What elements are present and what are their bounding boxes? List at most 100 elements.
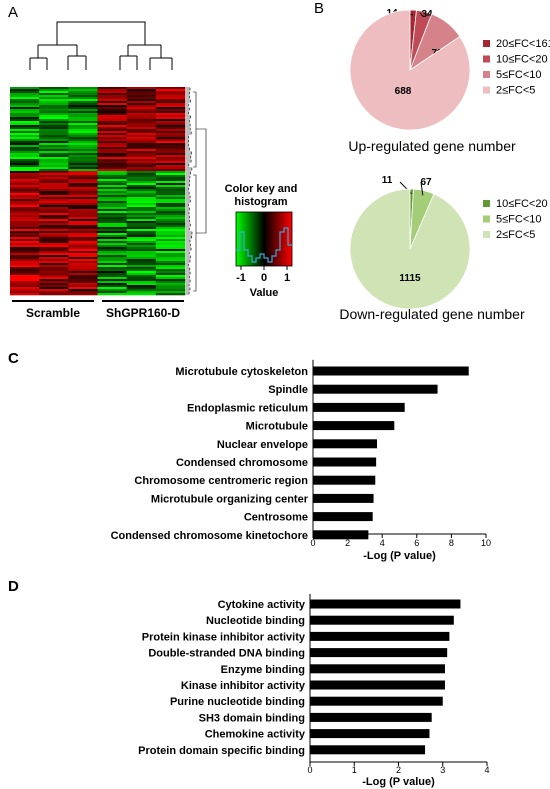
heatmap-cell [126,223,157,226]
heatmap-cell [97,135,127,138]
heatmap-cell [126,111,157,114]
heatmap-cell [39,151,69,154]
x-tick-label: 4 [380,538,385,548]
heatmap-cell [97,89,127,92]
color-key-axis-label: Value [250,287,279,299]
heatmap-cell [155,157,186,160]
heatmap-cell [39,249,69,252]
heatmap-cell [10,263,40,266]
heatmap-cell [155,181,186,184]
heatmap-cell [10,285,40,288]
heatmap-cell [126,155,157,158]
heatmap-cell [155,159,186,162]
heatmap-cell [10,233,40,236]
category-label: Microtubule [246,421,308,433]
heatmap-cell [10,243,40,246]
heatmap-cell [97,225,127,228]
heatmap-cell [155,115,186,118]
heatmap-cell [155,225,186,228]
heatmap-cell [97,237,127,240]
heatmap-cell [155,177,186,180]
heatmap-cell [97,189,127,192]
heatmap-cell [68,287,98,290]
heatmap-cell [97,165,127,168]
x-tick-label: 6 [414,538,419,548]
heatmap-cell [97,211,127,214]
heatmap-cell [97,235,127,238]
heatmap-cell [10,175,40,178]
heatmap-cell [97,111,127,114]
heatmap-cell [10,189,40,192]
legend-label: 5≤FC<10 [496,69,541,81]
heatmap-cell [68,229,98,232]
heatmap-cell [68,119,98,122]
heatmap-cell [68,211,98,214]
heatmap-cell [10,167,40,170]
heatmap-cell [10,239,40,242]
heatmap-cell [126,197,157,200]
heatmap-cell [68,133,98,136]
legend-swatch [483,215,490,223]
heatmap-cell [68,259,98,262]
heatmap-cell [10,277,40,280]
heatmap-cell [39,221,69,224]
heatmap-cell [97,129,127,132]
heatmap-cell [68,207,98,210]
pie-value-label: 688 [395,86,412,97]
heatmap-cell [126,235,157,238]
panel-c-letter: C [8,350,19,367]
heatmap-cell [126,145,157,148]
heatmap-cell [155,175,186,178]
heatmap-cell [155,241,186,244]
heatmap-cell [68,273,98,276]
heatmap-cell [97,241,127,244]
heatmap-cell [68,147,98,150]
heatmap-cell [68,209,98,212]
heatmap-cell [39,147,69,150]
heatmap-cell [155,201,186,204]
heatmap-cell [10,139,40,142]
heatmap-cell [10,87,40,90]
heatmap-cell [97,285,127,288]
heatmap-cell [68,179,98,182]
heatmap-cell [97,127,127,130]
heatmap-cell [10,171,40,174]
heatmap-cell [155,199,186,202]
heatmap-cell [97,197,127,200]
heatmap-cell [155,91,186,94]
heatmap-cell [39,191,69,194]
heatmap-cell [155,251,186,254]
heatmap-cell [68,185,98,188]
heatmap-cell [97,221,127,224]
heatmap-cell [97,173,127,176]
heatmap-cell [10,237,40,240]
heatmap-cell [155,217,186,220]
heatmap-cell [126,185,157,188]
heatmap-cell [97,289,127,292]
heatmap-cell [10,259,40,262]
heatmap-cell [155,113,186,116]
heatmap-cell [39,149,69,152]
heatmap-cell [126,109,157,112]
heatmap-cell [155,97,186,100]
heatmap-cell [39,281,69,284]
heatmap-cell [155,215,186,218]
heatmap-cell [155,265,186,268]
heatmap-cell [10,145,40,148]
heatmap-cell [10,231,40,234]
heatmap-cell [39,117,69,120]
bar [313,402,405,412]
heatmap-cell [39,131,69,134]
heatmap-cell [126,183,157,186]
heatmap-cell [10,255,40,258]
heatmap-cell [155,233,186,236]
bar-chart-cellular-component: Microtubule cytoskeleton Spindle Endoplasm… [111,359,491,562]
pie-value-label: 1115 [399,273,421,284]
heatmap-cell [68,205,98,208]
color-key-tick-label-0: 0 [261,272,267,284]
heatmap-cell [155,271,186,274]
x-tick-label: 2 [396,765,401,775]
heatmap-cell [155,269,186,272]
heatmap-cell [39,87,69,90]
heatmap-cell [126,203,157,206]
